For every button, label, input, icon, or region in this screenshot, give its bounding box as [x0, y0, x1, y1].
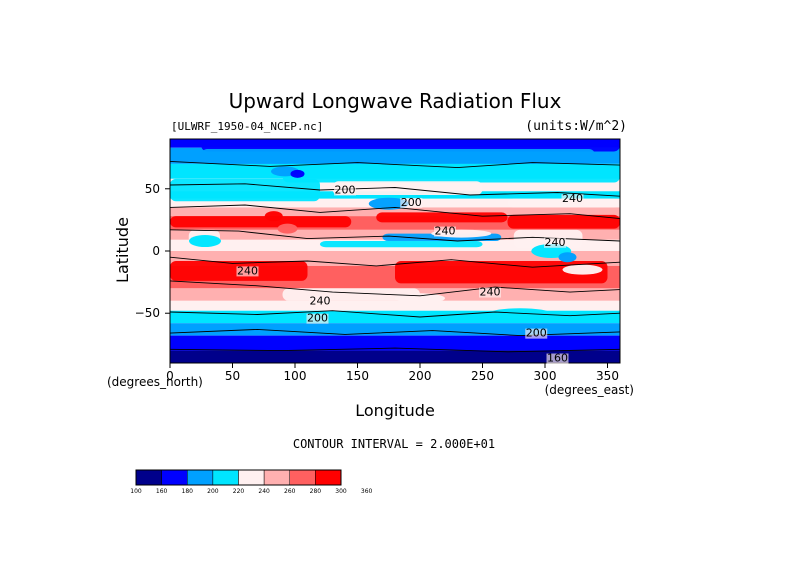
colorbar-label-7: 280: [310, 488, 322, 495]
colorbar-swatch-6: [289, 469, 316, 486]
contour-label-bg-3: [434, 226, 456, 237]
field-overlay-3: [170, 178, 320, 202]
y-tick-label-1: 0: [152, 244, 160, 258]
units-label: (units:W/m^2): [525, 119, 627, 134]
field-overlay-2: [282, 163, 620, 183]
contour-label-9: 160: [547, 352, 568, 365]
contour-label-10: 240: [480, 286, 501, 299]
x-tick-label-0: 0: [166, 369, 174, 383]
y-tick-label-0: −50: [135, 306, 160, 320]
colorbar-swatch-4: [238, 469, 265, 486]
colorbar-swatch-0: [135, 469, 162, 486]
colorbar-label-2: 180: [182, 488, 194, 495]
lat-band-13: [170, 300, 620, 311]
contour-label-4: 240: [545, 236, 566, 249]
contour-label-6: 240: [310, 294, 331, 307]
field-overlay-7: [376, 212, 508, 223]
colorbar-label-1: 160: [156, 488, 168, 495]
colorbar-label-5: 240: [258, 488, 270, 495]
field-blob-9: [562, 264, 603, 275]
x-tick-label-4: 200: [409, 369, 432, 383]
contour-label-bg-10: [479, 287, 501, 298]
x-axis-label: Longitude: [355, 401, 435, 420]
contour-label-3: 240: [435, 225, 456, 238]
contour-line-5: [170, 280, 620, 297]
x-tick-label-3: 150: [346, 369, 369, 383]
colorbar-swatch-5: [263, 469, 290, 486]
x-tick-label-7: 350: [596, 369, 619, 383]
contour-line-0: [170, 160, 620, 169]
field-blob-4: [290, 169, 305, 178]
plot-clipped: [170, 139, 620, 363]
contour-line-1: [170, 183, 620, 197]
chart-title: Upward Longwave Radiation Flux: [229, 89, 562, 113]
y-tick-label-2: 50: [145, 182, 160, 196]
colorbar-label-0: 100: [130, 488, 142, 495]
colorbar-swatch-7: [315, 469, 342, 486]
field-overlay-1: [201, 148, 595, 164]
y-axis-label: Latitude: [113, 217, 132, 283]
x-tick-label-6: 300: [534, 369, 557, 383]
contour-label-bg-9: [546, 353, 569, 364]
x-tick-label-2: 100: [284, 369, 307, 383]
contour-label-5: 240: [237, 264, 258, 277]
colorbar-swatch-2: [187, 469, 214, 486]
colorbar-label-8: 300: [335, 488, 347, 495]
field-overlay-10: [320, 241, 483, 248]
field-overlay-18: [170, 338, 620, 349]
field-blob-0: [189, 235, 221, 248]
contour-label-0: 200: [335, 184, 356, 197]
contour-label-8: 200: [526, 327, 547, 340]
colorbar-label-4: 220: [233, 488, 245, 495]
y-axis-units: (degrees_north): [107, 375, 203, 389]
field-blob-1: [264, 211, 283, 222]
contour-label-bg-5: [236, 266, 259, 277]
field-overlay-16: [170, 311, 620, 321]
contour-label-bg-7: [306, 313, 329, 324]
field-overlay-4: [332, 181, 483, 195]
field-overlay-0: [201, 139, 620, 152]
contour-label-7: 200: [307, 312, 328, 325]
x-tick-label-5: 250: [471, 369, 494, 383]
colorbar-label-6: 260: [284, 488, 296, 495]
contour-label-bg-1: [400, 197, 423, 208]
colorbar-label-3: 200: [207, 488, 219, 495]
contour-label-2: 240: [562, 192, 583, 205]
file-label: [ULWRF_1950-04_NCEP.nc]: [171, 120, 323, 133]
plot-area: [169, 138, 621, 364]
contour-line-4: [170, 256, 620, 268]
contour-label-1: 200: [401, 196, 422, 209]
field-blob-2: [277, 223, 298, 234]
colorbar: 100 160 180 200 220 240 260 280 300 360: [130, 469, 373, 495]
contour-label-bg-2: [561, 194, 584, 205]
field-overlay-19: [170, 353, 620, 363]
x-axis-units: (degrees_east): [545, 383, 634, 397]
contour-line-2: [170, 204, 620, 220]
field-blob-8: [558, 252, 577, 263]
contour-line-6: [170, 310, 620, 318]
colorbar-label-9: 360: [361, 488, 373, 495]
contour-label-bg-6: [309, 296, 331, 307]
axes: 0 50 100 150 200 250 300 350 −50 0 50: [135, 182, 619, 383]
contour-label-bg-4: [544, 237, 566, 248]
x-tick-label-1: 50: [225, 369, 240, 383]
contour-line-8: [170, 347, 620, 353]
contour-interval-text: CONTOUR INTERVAL = 2.000E+01: [293, 437, 495, 451]
field-overlay-14: [395, 260, 608, 284]
colorbar-swatch-3: [212, 469, 239, 486]
colorbar-border: [135, 469, 342, 486]
colorbar-swatch-1: [161, 469, 188, 486]
contour-line-3: [170, 229, 620, 242]
field-overlay-8: [507, 214, 620, 229]
field-overlay-6: [170, 216, 352, 228]
contour-label-bg-0: [334, 185, 356, 196]
field-blob-5: [368, 197, 409, 210]
field-blob-10: [395, 293, 445, 304]
contour-label-bg-8: [525, 328, 548, 339]
lat-band-6: [170, 207, 620, 217]
